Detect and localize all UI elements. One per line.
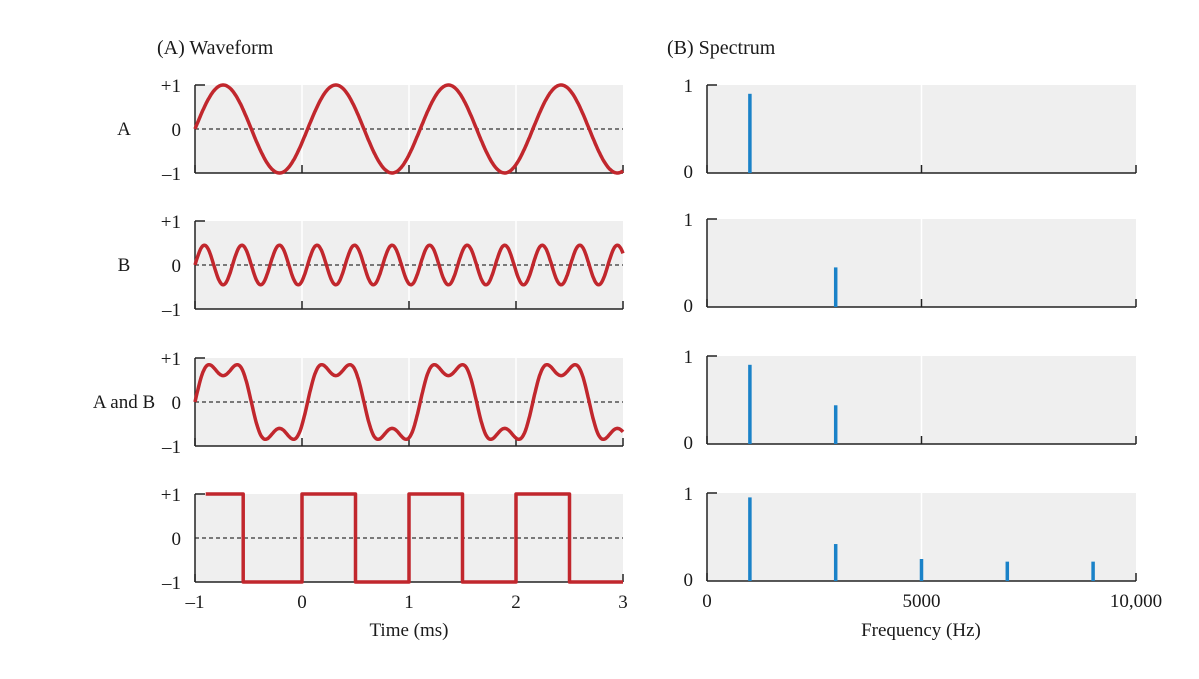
spectrum-bar bbox=[919, 559, 924, 581]
y-tick-label: 0 bbox=[684, 433, 694, 454]
spectrum-bar bbox=[833, 405, 838, 444]
waveform-panel: +10–1A+10–1B+10–1A and B+10–1–1 0 1 2 3 bbox=[93, 76, 628, 613]
spectrum-row-2: 10 bbox=[684, 210, 1137, 317]
y-tick-label: +1 bbox=[161, 485, 181, 506]
spectrum-bar bbox=[833, 544, 838, 581]
y-tick-label: –1 bbox=[161, 437, 181, 458]
spectrum-bar bbox=[833, 267, 838, 307]
y-tick-label: 0 bbox=[172, 120, 182, 141]
y-tick-label: 0 bbox=[684, 162, 694, 183]
x-tick-label: –1 bbox=[185, 592, 205, 613]
y-tick-label: 1 bbox=[684, 210, 694, 231]
x-tick-label: 3 bbox=[618, 592, 628, 613]
y-tick-label: –1 bbox=[161, 164, 181, 185]
y-tick-label: 0 bbox=[684, 296, 694, 317]
waveform-row-4: +1 0 –1 bbox=[161, 485, 624, 594]
waveform-row-1: +1 0 –1 A bbox=[117, 76, 625, 185]
x-tick-label: 5000 bbox=[903, 591, 941, 612]
x-tick-label: 0 bbox=[702, 591, 712, 612]
spectrum-bar bbox=[748, 497, 752, 581]
y-tick-label: 0 bbox=[172, 256, 182, 277]
y-tick-label: 0 bbox=[172, 393, 182, 414]
spectrum-row-1: 10 bbox=[684, 76, 1137, 183]
x-tick-label: 0 bbox=[297, 592, 307, 613]
y-tick-label: 0 bbox=[684, 570, 694, 591]
y-tick-label: 1 bbox=[684, 484, 694, 505]
y-tick-label: –1 bbox=[161, 300, 181, 321]
waveform-line bbox=[193, 243, 625, 287]
spectrum-row-3: 10 bbox=[684, 347, 1137, 454]
spectrum-panel-title: (B) Spectrum bbox=[667, 37, 776, 59]
spectrum-bar bbox=[1091, 561, 1095, 581]
spectrum-row-4: 10 bbox=[684, 484, 1137, 591]
row-label: A bbox=[117, 119, 131, 140]
waveform-line bbox=[193, 83, 625, 175]
waveform-row-2: +1 0 –1 B bbox=[118, 212, 625, 321]
spectrum-bar bbox=[748, 93, 752, 173]
waveform-panel-title: (A) Waveform bbox=[157, 37, 274, 59]
y-tick-label: 1 bbox=[684, 76, 694, 97]
waveform-row-3: +1 0 –1 A and B bbox=[93, 349, 625, 458]
y-tick-label: +1 bbox=[161, 76, 181, 97]
x-tick-label: 2 bbox=[511, 592, 521, 613]
x-tick-label: 10,000 bbox=[1110, 591, 1162, 612]
y-tick-label: –1 bbox=[161, 573, 181, 594]
spectrum-bar bbox=[1005, 561, 1010, 581]
waveform-line bbox=[193, 362, 625, 442]
x-tick-label: 1 bbox=[404, 592, 414, 613]
waveform-line bbox=[205, 492, 623, 584]
y-tick-label: 1 bbox=[684, 347, 694, 368]
row-label: B bbox=[118, 255, 131, 276]
y-tick-label: 0 bbox=[172, 529, 182, 550]
row-label: A and B bbox=[93, 392, 155, 413]
frequency-axis-title: Frequency (Hz) bbox=[861, 620, 981, 641]
spectrum-bar bbox=[748, 364, 752, 444]
y-tick-label: +1 bbox=[161, 212, 181, 233]
time-axis-title: Time (ms) bbox=[369, 620, 448, 641]
y-tick-label: +1 bbox=[161, 349, 181, 370]
